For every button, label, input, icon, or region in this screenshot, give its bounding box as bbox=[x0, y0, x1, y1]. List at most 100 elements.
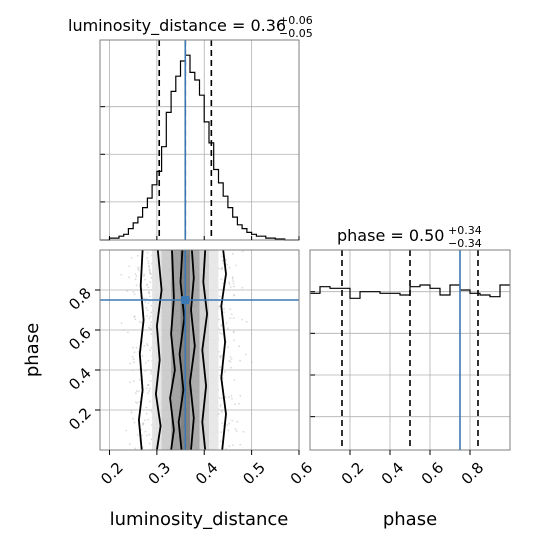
scatter-point bbox=[135, 346, 138, 349]
contour-line-2 bbox=[169, 250, 176, 450]
scatter-point bbox=[149, 400, 152, 403]
scatter-point bbox=[137, 350, 140, 353]
scatter-point bbox=[220, 397, 223, 400]
ld-hist-frame bbox=[99, 39, 300, 241]
scatter-xtick-label-2: 0.4 bbox=[192, 459, 222, 489]
scatter-point bbox=[146, 257, 149, 259]
scatter-point bbox=[219, 357, 222, 360]
scatter-point bbox=[148, 269, 151, 272]
scatter-point bbox=[229, 308, 232, 310]
scatter-point bbox=[141, 355, 144, 357]
scatter-point bbox=[132, 417, 135, 420]
scatter-point bbox=[132, 346, 135, 349]
scatter-ytick-label-2: 0.6 bbox=[65, 324, 95, 354]
scatter-point bbox=[220, 278, 223, 281]
scatter-point bbox=[137, 269, 140, 272]
scatter-point bbox=[231, 277, 234, 280]
density-column-1 bbox=[161, 250, 172, 450]
scatter-point bbox=[143, 345, 146, 347]
scatter-point bbox=[223, 307, 226, 310]
scatter-point bbox=[145, 387, 148, 390]
scatter-point bbox=[144, 419, 146, 421]
scatter-point bbox=[128, 265, 131, 267]
scatter-point bbox=[144, 297, 146, 300]
scatter-point bbox=[127, 331, 129, 334]
scatter-point bbox=[137, 390, 140, 392]
phase-histogram-steps bbox=[310, 284, 510, 299]
scatter-xtick-label-1: 0.3 bbox=[145, 459, 175, 489]
scatter-point bbox=[136, 434, 139, 436]
scatter-point bbox=[130, 411, 133, 414]
scatter-point bbox=[149, 295, 151, 298]
phase-hist-xtick-label-3: 0.8 bbox=[458, 459, 488, 489]
scatter-point bbox=[221, 266, 224, 269]
scatter-point bbox=[233, 339, 235, 342]
scatter-point bbox=[239, 443, 242, 446]
scatter-point bbox=[148, 390, 150, 392]
scatter-point bbox=[242, 430, 245, 433]
scatter-point bbox=[241, 286, 244, 289]
scatter-point bbox=[228, 396, 230, 398]
scatter-point bbox=[147, 359, 150, 362]
scatter-point bbox=[230, 358, 233, 360]
scatter-point bbox=[133, 421, 136, 424]
scatter-point bbox=[142, 423, 144, 426]
scatter-point bbox=[230, 366, 232, 369]
scatter-point bbox=[228, 422, 231, 425]
phase-histogram-panel: 0.2 0.4 0.6 0.8 bbox=[309, 249, 511, 489]
scatter-point bbox=[147, 262, 150, 265]
scatter-point bbox=[137, 266, 140, 269]
scatter-truth-marker bbox=[181, 296, 190, 304]
scatter-point bbox=[233, 379, 236, 381]
scatter-point bbox=[120, 322, 123, 324]
scatter-point bbox=[230, 394, 233, 397]
scatter-point bbox=[130, 409, 133, 412]
scatter-point bbox=[231, 419, 234, 422]
scatter-point bbox=[219, 332, 221, 335]
scatter-point bbox=[233, 330, 235, 333]
scatter-point bbox=[144, 370, 147, 372]
scatter-point bbox=[245, 321, 248, 323]
scatter-point bbox=[219, 440, 222, 443]
scatter-xtick-label-4: 0.6 bbox=[287, 459, 317, 489]
scatter-point bbox=[150, 321, 153, 324]
scatter-point bbox=[138, 379, 141, 381]
scatter-point bbox=[148, 264, 150, 267]
scatter-point bbox=[149, 324, 152, 327]
scatter-point bbox=[235, 264, 238, 267]
scatter-point bbox=[148, 442, 151, 445]
x-axis-label-phase: phase bbox=[383, 509, 437, 530]
scatter-point bbox=[123, 329, 125, 331]
scatter-point bbox=[135, 390, 138, 392]
scatter-point bbox=[148, 266, 151, 269]
scatter-point bbox=[231, 444, 234, 446]
density-column-6 bbox=[208, 250, 219, 450]
scatter-point bbox=[150, 438, 153, 441]
scatter-point bbox=[143, 273, 146, 276]
scatter-point bbox=[235, 430, 238, 432]
scatter-point bbox=[233, 294, 236, 296]
scatter-point bbox=[236, 420, 239, 423]
scatter-point bbox=[149, 349, 151, 352]
scatter-point bbox=[220, 324, 223, 327]
scatter-point bbox=[221, 411, 223, 413]
scatter-point bbox=[136, 402, 139, 405]
phase-hist-xtick-label-0: 0.2 bbox=[338, 459, 368, 489]
density-column-5 bbox=[199, 250, 209, 450]
phase-hist-xtick-label-2: 0.6 bbox=[418, 459, 448, 489]
scatter-point bbox=[145, 412, 148, 415]
luminosity-distance-title-main: luminosity_distance = 0.36 bbox=[68, 16, 286, 36]
scatter-point bbox=[125, 429, 128, 432]
scatter-point bbox=[126, 290, 129, 292]
scatter-point bbox=[228, 281, 231, 284]
scatter-point bbox=[134, 318, 137, 321]
scatter-point bbox=[241, 318, 244, 321]
scatter-point bbox=[149, 281, 152, 284]
scatter-point bbox=[145, 284, 148, 287]
scatter-point bbox=[144, 301, 147, 304]
scatter-point bbox=[135, 401, 137, 404]
scatter-point bbox=[144, 362, 147, 364]
scatter-point bbox=[219, 405, 222, 408]
scatter-point bbox=[147, 384, 150, 386]
